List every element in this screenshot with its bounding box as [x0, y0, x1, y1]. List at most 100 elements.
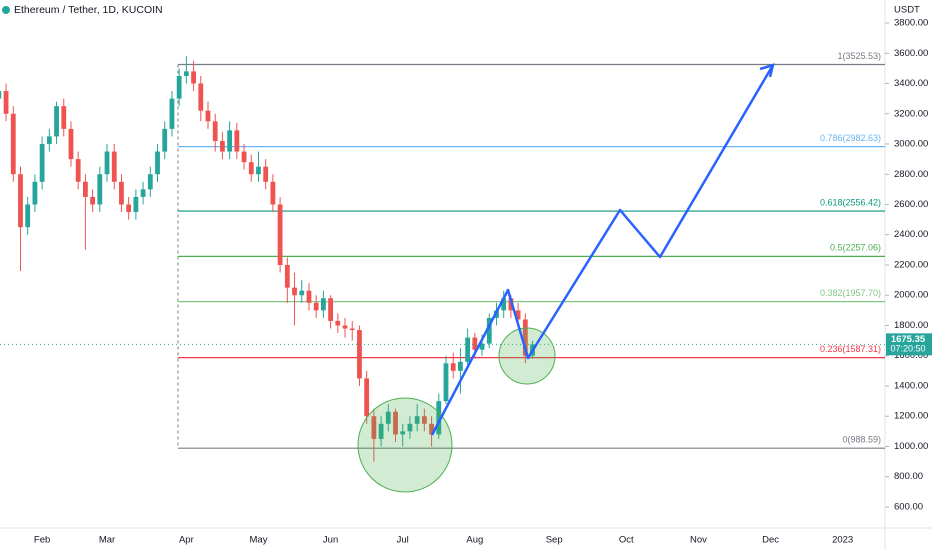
- candle-body: [10, 113, 16, 175]
- candle-body: [183, 71, 189, 76]
- candle-body: [119, 181, 124, 205]
- x-tick-label: Aug: [466, 535, 483, 546]
- fib-label: 0.236(1587.31): [820, 344, 881, 354]
- y-tick-label: 3600.00: [894, 48, 928, 59]
- fib-retracement: 1(3525.53) 0.786(2982.63) 0.618(2556.42) 0.…: [177, 51, 885, 449]
- candle-body: [342, 325, 348, 329]
- candle-body: [25, 204, 31, 228]
- fib-label: 0.5(2257.06): [830, 243, 881, 253]
- y-tick-label: 800.00: [894, 471, 923, 482]
- candle-body: [270, 181, 276, 205]
- candle-body: [241, 151, 247, 163]
- candle-body: [429, 423, 434, 435]
- highlight-circle: [357, 397, 453, 493]
- candle-body: [472, 337, 478, 350]
- candle-body: [400, 431, 406, 435]
- candle-body: [479, 343, 485, 350]
- candle-body: [140, 189, 146, 197]
- candle-body: [414, 416, 420, 424]
- candle-body: [104, 151, 110, 175]
- axes: 600.00 800.00 1000.00 1200.00 1400.00 1600.00…: [34, 18, 932, 546]
- candle-body: [458, 361, 463, 371]
- candle-body: [421, 416, 427, 424]
- x-tick-label: Dec: [762, 535, 779, 546]
- candle-body: [248, 162, 254, 175]
- y-tick-label: 2000.00: [894, 290, 928, 301]
- candle-body: [18, 174, 23, 228]
- candle-body: [205, 110, 211, 122]
- candle-body: [39, 143, 45, 182]
- candle-body: [126, 204, 132, 213]
- fib-label: 0.618(2556.42): [820, 197, 881, 207]
- candle-body: [155, 151, 160, 175]
- candle-body: [176, 75, 182, 99]
- candle-body: [0, 91, 2, 99]
- y-tick-label: 3200.00: [894, 108, 928, 119]
- projection-arrow: [759, 63, 775, 78]
- x-tick-label: Jul: [397, 535, 409, 546]
- candle-body: [306, 290, 312, 303]
- candle-body: [32, 181, 38, 205]
- candle-body: [61, 106, 67, 129]
- y-tick-label: 1000.00: [894, 441, 928, 452]
- candle-body: [111, 151, 117, 182]
- price-tag: [886, 333, 932, 356]
- candle-body: [90, 196, 96, 205]
- y-tick-label: 2800.00: [894, 169, 928, 180]
- candle-body: [3, 91, 9, 114]
- fib-label: 0(988.59): [842, 435, 881, 445]
- candle-body: [378, 423, 384, 439]
- candle-body: [357, 330, 362, 379]
- x-tick-label: Sep: [546, 535, 563, 546]
- x-tick-label: May: [250, 535, 268, 546]
- x-tick-label: Oct: [619, 535, 634, 546]
- candle-body: [147, 174, 153, 190]
- candle-body: [508, 298, 514, 311]
- fib-label: 1(3525.53): [837, 51, 881, 61]
- candle-body: [407, 423, 413, 432]
- y-tick-label: 600.00: [894, 501, 923, 512]
- x-tick-label: Apr: [179, 535, 194, 546]
- candle-body: [349, 328, 355, 331]
- price-tag-price: 1675.35: [891, 334, 926, 345]
- candle-body: [162, 128, 168, 152]
- x-tick-label: Mar: [99, 535, 115, 546]
- y-tick-label: 1800.00: [894, 320, 928, 331]
- candle-body: [335, 320, 341, 326]
- fib-label: 0.382(1957.70): [820, 288, 881, 298]
- y-tick-label: 1400.00: [894, 380, 928, 391]
- candle-body: [220, 140, 225, 152]
- y-tick-label: 1200.00: [894, 411, 928, 422]
- y-tick-label: 2200.00: [894, 259, 928, 270]
- candle-body: [75, 159, 81, 182]
- candle-body: [227, 130, 233, 152]
- candle-body: [68, 128, 74, 160]
- candle-body: [371, 416, 377, 439]
- candle-body: [234, 130, 240, 152]
- candle-body: [486, 317, 492, 344]
- candle-body: [385, 411, 391, 424]
- candle-body: [54, 106, 59, 137]
- candle-body: [284, 264, 290, 288]
- x-tick-label: Jun: [323, 535, 338, 546]
- candle-body: [198, 83, 204, 111]
- status-dot: [2, 6, 10, 14]
- candle-body: [169, 98, 175, 129]
- candle-body: [313, 302, 319, 311]
- x-tick-label: Nov: [690, 535, 707, 546]
- candle-body: [299, 290, 305, 296]
- y-tick-label: 3800.00: [894, 18, 928, 29]
- price-tag-countdown: 07:20:50: [890, 344, 925, 354]
- candles: [0, 56, 885, 462]
- candle-body: [292, 287, 297, 296]
- candle-body: [515, 310, 521, 320]
- candle-body: [450, 363, 456, 371]
- candle-body: [465, 337, 471, 362]
- candle-body: [328, 298, 333, 321]
- y-axis-label: USDT: [894, 5, 920, 16]
- candle-body: [212, 121, 218, 141]
- y-tick-label: 1600.00: [894, 350, 928, 361]
- fib-label: 0.786(2982.63): [820, 133, 881, 143]
- candle-body: [263, 166, 269, 182]
